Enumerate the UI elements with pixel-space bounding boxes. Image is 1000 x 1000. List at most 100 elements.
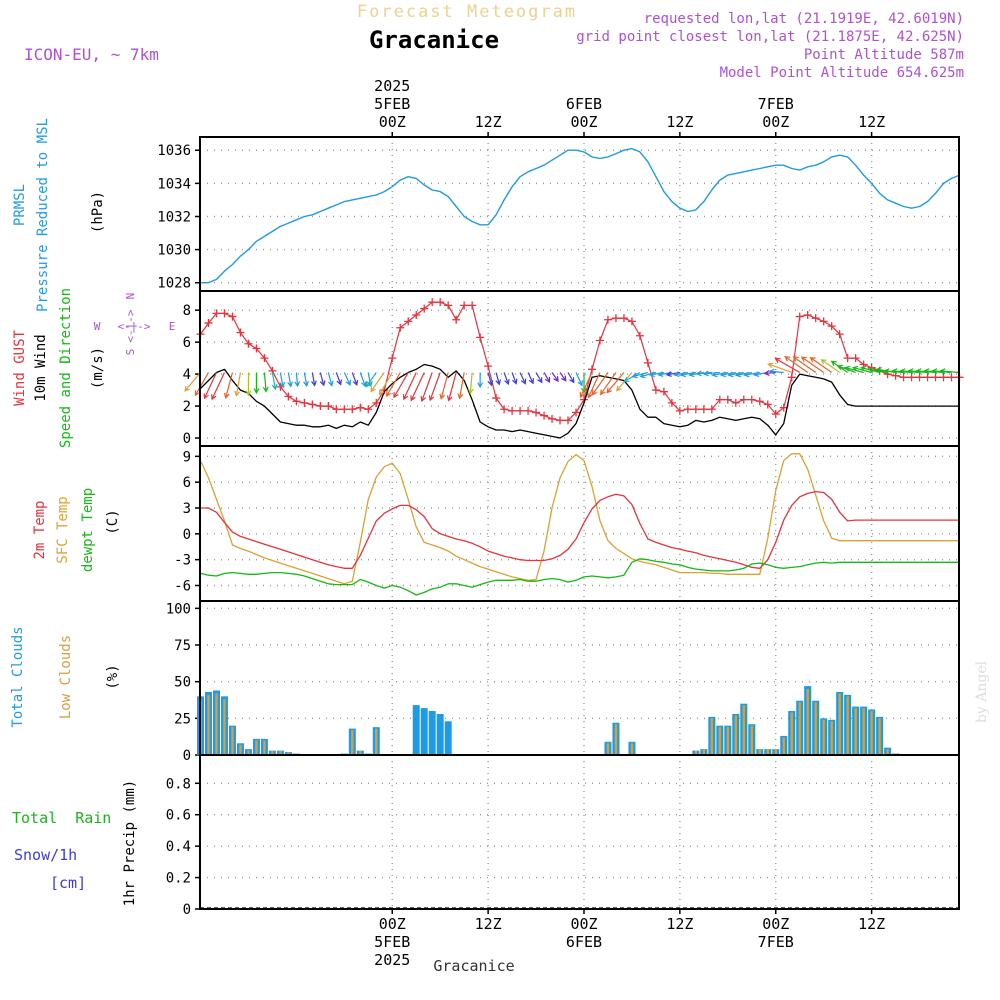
low-cloud-bar bbox=[247, 750, 250, 755]
cloud-label-1: Total Clouds bbox=[10, 626, 26, 727]
gust-marker bbox=[340, 405, 349, 414]
wind-arrow bbox=[311, 372, 316, 386]
low-cloud-bar bbox=[255, 740, 258, 755]
total-cloud-bar bbox=[428, 711, 436, 755]
gust-marker bbox=[372, 398, 381, 407]
wind-arrow-head bbox=[311, 380, 317, 387]
low-cloud-bar bbox=[846, 696, 849, 755]
bottom-time-tick-label: 12Z bbox=[666, 915, 693, 933]
compass-axis-h: <-|-> bbox=[117, 320, 150, 333]
compass-n: N bbox=[124, 293, 137, 300]
wind-arrow-head bbox=[303, 380, 309, 388]
top-time-tick-label: 2025 bbox=[374, 77, 410, 95]
gust-marker bbox=[819, 317, 828, 326]
gust-marker bbox=[420, 304, 429, 313]
wind-arrow-head bbox=[665, 371, 672, 377]
gust-marker bbox=[300, 398, 309, 407]
temp-label-1: 2m Temp bbox=[32, 500, 48, 559]
gust-marker bbox=[396, 323, 405, 332]
wind-arrow bbox=[393, 372, 409, 398]
wind-arrow bbox=[579, 372, 593, 398]
wind-arrow bbox=[303, 372, 308, 386]
wind-arrow-head bbox=[734, 371, 742, 378]
wind-arrow-head bbox=[792, 356, 799, 362]
compass-s: S bbox=[124, 349, 137, 356]
wind-arrow bbox=[853, 366, 872, 374]
wind-arrow bbox=[429, 372, 441, 401]
low-cloud-bar bbox=[830, 721, 833, 755]
wind-arrow-head bbox=[767, 362, 774, 369]
wind-arrow-head bbox=[695, 370, 702, 377]
wind-arrow bbox=[367, 372, 372, 386]
gust-marker bbox=[548, 414, 557, 423]
pressure-label-2: Pressure Reduced to MSL bbox=[35, 118, 51, 312]
gust-marker bbox=[292, 397, 301, 406]
wind-arrow bbox=[403, 372, 417, 400]
wind-arrow bbox=[784, 356, 809, 373]
gust-marker bbox=[795, 312, 804, 321]
total-cloud-bar bbox=[412, 705, 420, 755]
wind-arrow bbox=[768, 363, 792, 374]
low-cloud-bar bbox=[870, 711, 873, 755]
gust-marker bbox=[675, 406, 684, 415]
pressure-ytick-label: 1032 bbox=[157, 209, 191, 225]
low-cloud-bar bbox=[239, 744, 242, 755]
wind-arrow-head bbox=[245, 390, 252, 397]
wind-arrow-head bbox=[393, 392, 399, 399]
wind-arrow-head bbox=[457, 393, 464, 400]
wind-arrow bbox=[551, 372, 559, 382]
top-time-tick-label: 7FEB bbox=[758, 95, 794, 113]
gust-marker bbox=[564, 416, 573, 425]
wind-arrow bbox=[351, 372, 358, 386]
gust-marker bbox=[572, 408, 581, 417]
wind-arrow-head bbox=[587, 392, 593, 399]
wind-arrow-head bbox=[688, 371, 695, 378]
gust-marker bbox=[484, 362, 493, 371]
wind-arrow-head bbox=[446, 395, 453, 402]
gust-marker bbox=[500, 405, 509, 414]
wind-arrow bbox=[495, 372, 500, 385]
wind-arrow bbox=[845, 366, 864, 374]
wind-ytick-label: 6 bbox=[183, 335, 191, 351]
wind-arrow-head bbox=[537, 377, 543, 384]
wind-arrow bbox=[440, 372, 449, 399]
wind-arrow-head bbox=[511, 378, 518, 385]
cloud-label-2: Low Clouds bbox=[58, 635, 74, 719]
gust-marker bbox=[635, 331, 644, 340]
wind-arrow bbox=[674, 371, 688, 376]
low-cloud-bar bbox=[790, 712, 793, 755]
wind-arrow-head bbox=[711, 371, 718, 378]
wind-ytick-label: 8 bbox=[183, 303, 191, 319]
wind-arrow-head bbox=[753, 371, 760, 378]
bottom-time-tick-label: 2025 bbox=[374, 951, 410, 969]
wind-arrow-head bbox=[386, 390, 392, 398]
gust-marker bbox=[643, 358, 652, 367]
wind-arrow bbox=[801, 356, 825, 373]
wind-arrow bbox=[632, 371, 649, 378]
wind-arrow-head bbox=[844, 365, 851, 372]
bottom-time-tick-label: 12Z bbox=[858, 915, 885, 933]
wind-arrow bbox=[203, 372, 218, 399]
bottom-time-tick-label: 5FEB bbox=[374, 933, 410, 951]
wind-arrow-head bbox=[579, 392, 585, 399]
bottom-time-tick-label: 12Z bbox=[475, 915, 502, 933]
gust-marker bbox=[787, 373, 796, 382]
gust-marker bbox=[228, 312, 237, 321]
low-cloud-bar bbox=[766, 749, 769, 755]
location-title: Gracanice bbox=[369, 26, 499, 54]
gust-marker bbox=[252, 344, 261, 353]
wind-arrow-head bbox=[279, 381, 286, 389]
wind-arrow-head bbox=[648, 371, 655, 378]
low-cloud-bar bbox=[806, 689, 809, 755]
model-altitude: Model Point Altitude 654.625m bbox=[720, 65, 964, 81]
wind-arrow-head bbox=[271, 384, 278, 391]
gust-marker bbox=[444, 301, 453, 310]
temp-2m-line bbox=[200, 490, 960, 569]
wind-arrow-head bbox=[561, 375, 567, 382]
gust-marker bbox=[939, 373, 948, 382]
low-cloud-bar bbox=[279, 750, 282, 755]
gust-marker bbox=[923, 373, 932, 382]
wind-arrow bbox=[535, 372, 543, 383]
wind-arrow bbox=[559, 372, 567, 382]
gust-marker bbox=[691, 405, 700, 414]
